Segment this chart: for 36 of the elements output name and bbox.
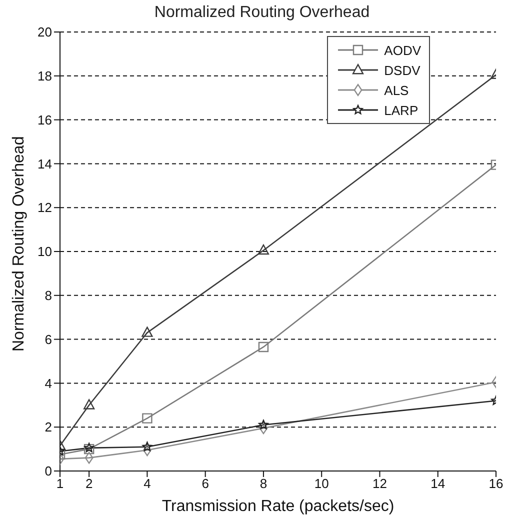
point [84, 399, 95, 410]
y-tick-label: 8 [44, 288, 52, 304]
legend-label: ALS [384, 82, 409, 98]
point [259, 422, 268, 434]
x-tick-label: 2 [85, 476, 93, 492]
point [84, 452, 94, 464]
y-tick-label: 12 [38, 200, 52, 216]
y-tick-label: 6 [44, 332, 52, 347]
y-tick-label: 10 [38, 244, 52, 260]
x-axis-title: Transmission Rate (packets/sec) [162, 498, 394, 515]
y-tick-label: 0 [44, 464, 52, 479]
y-tick-label: 4 [44, 376, 52, 391]
point [258, 244, 270, 255]
y-tick-label: 2 [44, 420, 52, 435]
x-tick-label: 12 [372, 476, 387, 492]
legend-label: DSDV [384, 62, 420, 78]
x-tick-label: 4 [144, 476, 151, 492]
legend-label: AODV [384, 42, 421, 58]
point [142, 326, 153, 337]
point [142, 442, 152, 452]
x-tick-label: 6 [202, 476, 209, 492]
x-tick-label: 8 [260, 476, 268, 492]
point [258, 420, 268, 430]
x-tick-label: 14 [430, 476, 446, 492]
y-axis-title: Normalized Routing Overhead [10, 136, 28, 352]
point [258, 342, 269, 352]
x-tick-label: 1 [56, 476, 64, 492]
y-tick-label: 18 [38, 68, 52, 84]
chart-title: Normalized Routing Overhead [153, 4, 371, 22]
x-tick-label: 16 [488, 476, 504, 492]
x-tick-label: 10 [314, 476, 329, 492]
y-tick-label: 14 [38, 156, 52, 172]
point [142, 413, 152, 424]
legend-label: LARP [384, 102, 418, 118]
y-tick-label: 16 [38, 112, 52, 128]
y-tick-label: 20 [38, 24, 52, 40]
